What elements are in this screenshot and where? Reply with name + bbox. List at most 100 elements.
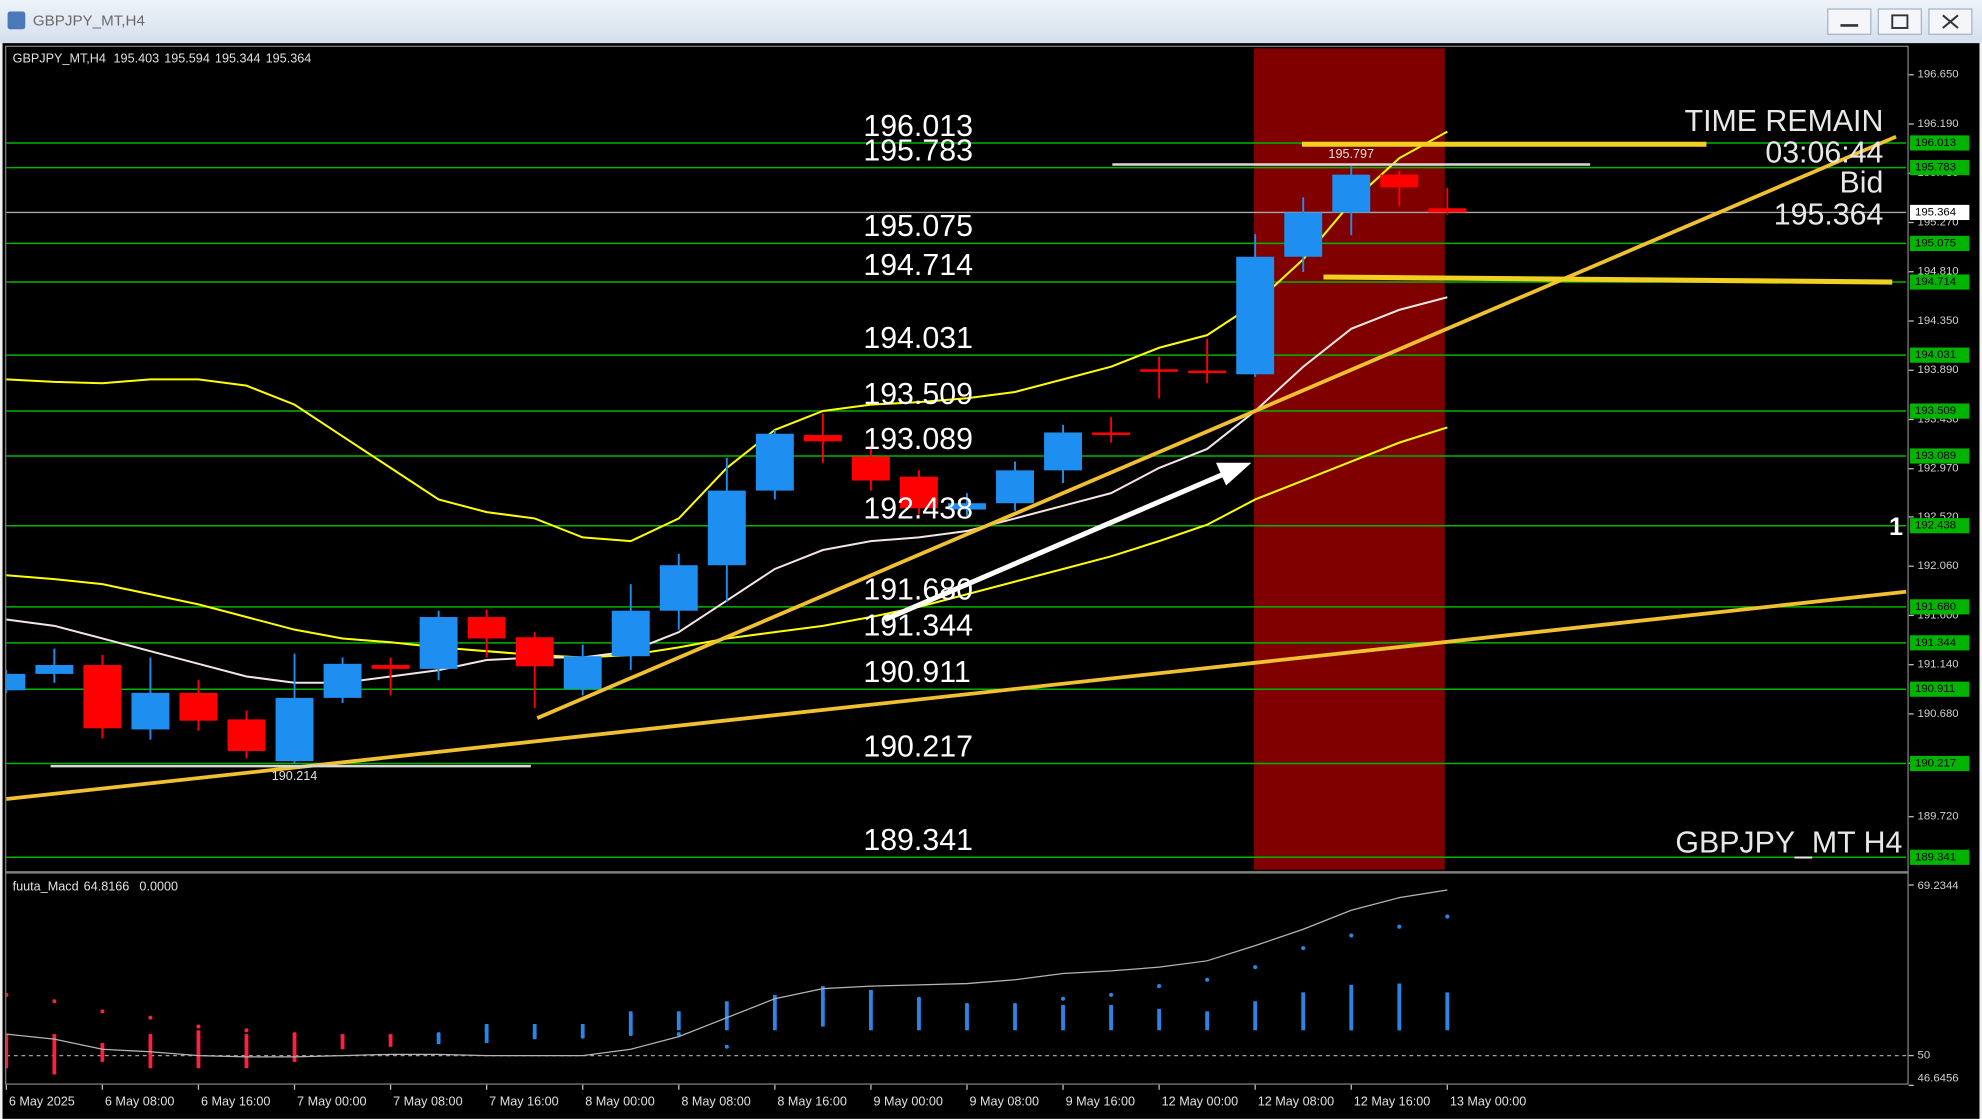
level-label: 195.075 [863, 210, 973, 243]
low-label: 190.214 [272, 769, 318, 783]
low-readout: 195.344 [215, 52, 261, 66]
level-tag [1909, 681, 1970, 697]
signal-dot [772, 1015, 777, 1020]
signal-dot [1445, 914, 1450, 919]
levels-layer [6, 142, 1907, 859]
signal-dot [532, 1032, 537, 1037]
x-tick-label: 8 May 08:00 [681, 1095, 750, 1109]
level-tag-label: 193.089 [1915, 450, 1956, 462]
signal-dot [724, 1044, 729, 1049]
candle-body [996, 470, 1034, 504]
signal-dot [1061, 996, 1066, 1001]
x-tick-label: 7 May 16:00 [489, 1095, 558, 1109]
indicator-title: fuuta_Macd [13, 880, 79, 894]
level-tag [1909, 347, 1970, 363]
time-remain-label: TIME REMAIN [1685, 105, 1884, 138]
level-tag-label: 193.509 [1915, 405, 1956, 417]
y-tick-label: 46.6456 [1918, 1072, 1959, 1084]
candle-body [1428, 208, 1467, 213]
x-tick-label: 12 May 00:00 [1162, 1095, 1239, 1109]
candle-body [851, 456, 890, 481]
level-tag-label: 189.341 [1915, 851, 1956, 863]
signal-dot [1157, 984, 1162, 989]
highlight-zone [1253, 48, 1445, 870]
restore-button[interactable] [1877, 8, 1922, 35]
level-label: 191.344 [863, 610, 973, 643]
y-tick-label: 190.680 [1918, 708, 1959, 720]
candle-body [179, 692, 218, 721]
level-tag-label: 195.783 [1915, 162, 1956, 174]
x-tick-label: 8 May 16:00 [777, 1095, 846, 1109]
y-tick-label: 69.2344 [1918, 880, 1959, 892]
signal-dot [484, 1028, 489, 1033]
level-label: 196.013 [863, 110, 973, 143]
x-tick-label: 9 May 16:00 [1066, 1095, 1135, 1109]
level-label: 193.509 [863, 378, 973, 411]
level-tag-label: 196.013 [1915, 137, 1956, 149]
level-label: 193.089 [863, 423, 973, 456]
signal-dot [676, 1032, 681, 1037]
x-tick-label: 13 May 00:00 [1450, 1095, 1527, 1109]
level-tag [1909, 635, 1970, 651]
bid-tag [1909, 204, 1970, 221]
signal-dot [1397, 924, 1402, 929]
candle-body [131, 692, 170, 730]
signal-dot [964, 1003, 970, 1008]
signal-dot [868, 990, 873, 995]
bid-label: Bid [1840, 167, 1884, 200]
level-tag [1909, 235, 1970, 251]
indicator-layer [6, 889, 1907, 1075]
arrow-shaft [883, 471, 1225, 622]
candle-body [227, 719, 266, 751]
candle-body [275, 697, 314, 762]
candle-body [659, 565, 698, 611]
y-tick-label: 196.650 [1918, 69, 1959, 81]
candle-body [1236, 256, 1275, 375]
signal-dot [6, 992, 9, 997]
candle-body [35, 665, 74, 674]
x-tick-label: 12 May 08:00 [1258, 1095, 1335, 1109]
x-tick-label: 7 May 00:00 [297, 1095, 366, 1109]
candle-body [948, 503, 986, 510]
signal-dot [1205, 977, 1210, 982]
candle-body [419, 617, 458, 669]
close-icon [1942, 14, 1959, 29]
level-tag-label: 194.031 [1915, 349, 1956, 361]
signal-dot [52, 999, 57, 1004]
level-tag [1909, 135, 1970, 151]
level-tag [1909, 403, 1970, 419]
y-tick-label: 192.520 [1918, 511, 1959, 523]
signal-dot [436, 1032, 441, 1037]
support-line [1323, 274, 1893, 285]
x-tick-label: 9 May 08:00 [970, 1095, 1039, 1109]
drawings-layer [6, 134, 1907, 801]
trendline [6, 589, 1907, 801]
window-buttons [1827, 8, 1973, 35]
high-readout: 195.594 [164, 52, 210, 66]
labels-layer: GBPJPY_MT,H4 195.403 195.594 195.344 195.364… [13, 52, 1903, 894]
level-tag-label: 192.438 [1915, 520, 1956, 532]
arrow-head [1215, 462, 1252, 486]
price-layer [6, 130, 1467, 764]
minimize-button[interactable] [1827, 8, 1872, 35]
y-tick-label: 194.350 [1918, 315, 1959, 327]
level-tag [1909, 159, 1970, 176]
signal-dot [196, 1024, 201, 1029]
signal-dot [1301, 946, 1306, 951]
signal-dot [388, 1034, 393, 1039]
high-label: 195.797 [1328, 147, 1374, 161]
axis-layer: 196.650196.190195.730195.270194.810194.3… [5, 69, 1970, 1109]
signal-dot [148, 1015, 153, 1020]
bid-value: 195.364 [1774, 198, 1884, 231]
watermark: GBPJPY_MT H4 [1675, 827, 1902, 860]
x-tick-label: 7 May 08:00 [393, 1095, 462, 1109]
x-tick-label: 9 May 00:00 [873, 1095, 942, 1109]
indicator-readout: 0.0000 [139, 880, 178, 894]
symbol: GBPJPY_MT,H4 [13, 52, 106, 66]
x-tick-label: 6 May 16:00 [201, 1095, 270, 1109]
candle-body [323, 663, 362, 698]
level-label: 190.217 [863, 730, 973, 763]
level-tag [1909, 849, 1970, 865]
signal-dot [1349, 933, 1354, 938]
